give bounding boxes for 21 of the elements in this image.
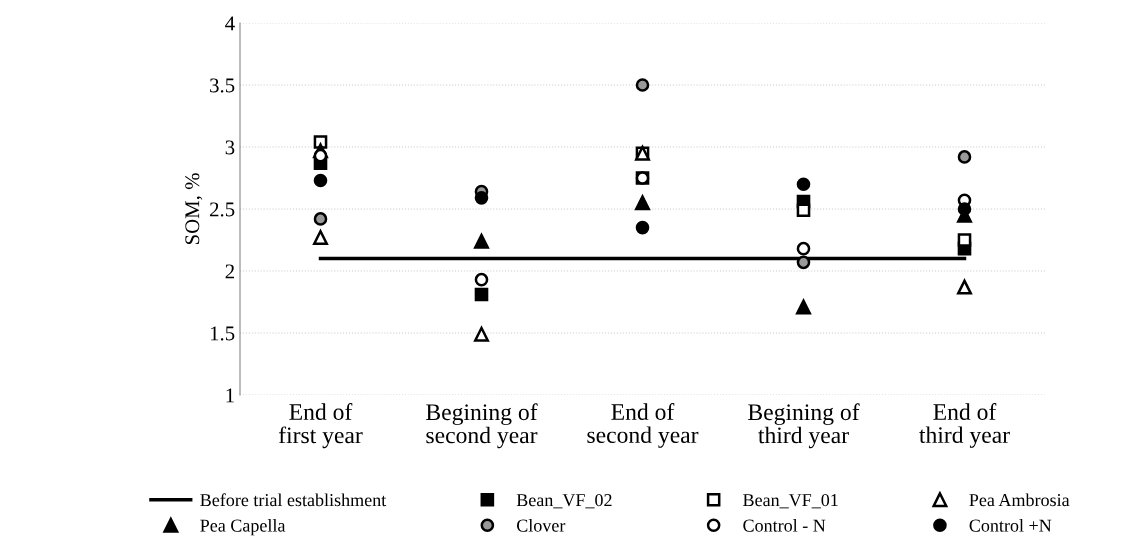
legend-label: Bean_VF_02 (516, 493, 612, 509)
y-axis-title: SOM, % (185, 173, 203, 245)
legend-label: Clover (516, 518, 566, 532)
x-tick-label: End of second year (587, 403, 699, 448)
x-tick-label: Begining of third year (748, 403, 860, 449)
y-tick-label: 3.5 (210, 78, 235, 93)
x-tick-label: Begining of second year (426, 403, 538, 449)
x-tick-label: End of first year (278, 403, 363, 449)
legend-label: Pea Capella (200, 518, 286, 536)
legend-label: Bean_VF_01 (743, 493, 838, 509)
y-tick-label: 3 (225, 140, 235, 155)
y-tick-label: 2 (225, 264, 234, 279)
legend-label: Before trial establishment (200, 493, 387, 507)
y-tick-label: 1.5 (210, 326, 235, 341)
x-tick-label: End of third year (919, 403, 1010, 448)
y-tick-label: 1 (226, 388, 234, 403)
legend-label: Control - N (743, 518, 826, 532)
y-tick-label: 4 (225, 16, 235, 31)
y-tick-label: 2.5 (210, 202, 235, 217)
legend-label: Control +N (969, 518, 1052, 532)
legend-label: Pea Ambrosia (969, 493, 1070, 507)
